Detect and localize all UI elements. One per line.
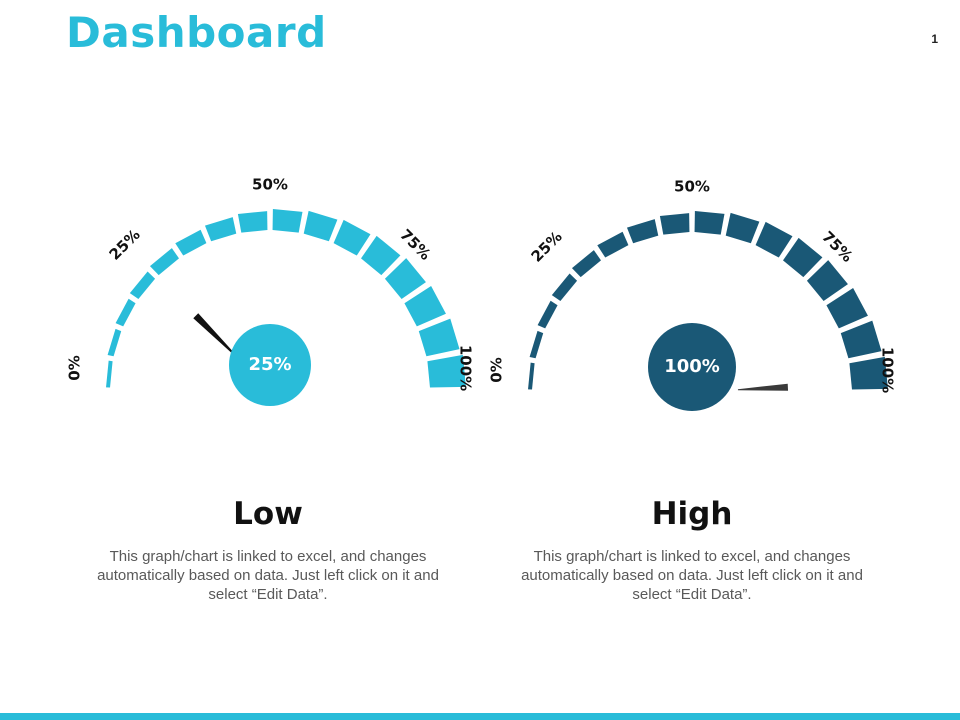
gauge-segment <box>106 360 113 388</box>
gauge-value-label: 25% <box>248 354 291 375</box>
gauge-segment <box>528 362 535 390</box>
gauge-tick-label: 25% <box>528 228 566 266</box>
gauge-tick-label: 100% <box>457 345 475 391</box>
gauge-segment <box>129 271 156 299</box>
gauge-segment <box>755 221 793 258</box>
gauge-segment <box>529 330 544 359</box>
gauge-needle <box>737 383 789 391</box>
gauge-tick-label: 100% <box>879 347 897 393</box>
gauge-value-label: 100% <box>664 356 720 377</box>
gauge-segment <box>783 237 823 278</box>
gauge-segment <box>427 354 466 388</box>
gauge-segment <box>626 219 659 244</box>
gauge-segment <box>115 298 136 327</box>
gauge-segment <box>418 318 460 357</box>
gauge-center-disc <box>229 324 311 406</box>
gauge-segment <box>694 210 725 235</box>
gauge-chart-high: 0% 25% 50% 75% 100% 100% <box>488 178 897 411</box>
gauge-segment <box>849 356 888 390</box>
gauge-tick-label: 0% <box>66 355 84 380</box>
gauge-segment <box>806 260 848 301</box>
gauge-tick-label: 50% <box>674 178 710 196</box>
gauge-segment <box>571 250 601 278</box>
page-title: Dashboard <box>66 8 327 57</box>
gauge-tick-label: 0% <box>488 357 506 382</box>
gauge-needle <box>193 313 240 360</box>
gauge-segment <box>404 286 446 327</box>
gauge-center-disc <box>648 323 736 411</box>
gauge-segment <box>551 273 578 301</box>
gauge-caption-high: High <box>651 496 733 532</box>
gauge-segment <box>659 213 690 235</box>
gauge-segment <box>149 248 179 276</box>
gauge-segment <box>272 208 303 233</box>
gauge-segment <box>725 212 760 244</box>
gauge-description-low: This graph/chart is linked to excel, and… <box>97 548 439 603</box>
gauge-segment <box>384 258 426 299</box>
page-number: 1 <box>931 32 938 46</box>
gauge-segment <box>840 320 882 359</box>
gauge-segment <box>204 217 237 242</box>
gauge-chart-low: 0%25%50%75%100%25% <box>66 176 475 406</box>
gauge-segment <box>303 210 338 242</box>
gauge-tick-label: 50% <box>252 176 288 194</box>
gauge-segment <box>333 219 371 256</box>
bottom-accent-bar <box>0 713 960 720</box>
gauge-segment <box>597 231 629 258</box>
gauge-segment <box>361 235 401 276</box>
gauge-segment <box>175 229 207 256</box>
gauge-segment <box>826 288 868 329</box>
gauge-segment <box>107 328 122 357</box>
gauge-caption-low: Low <box>233 496 303 532</box>
gauge-description-high: This graph/chart is linked to excel, and… <box>521 548 863 603</box>
gauge-tick-label: 75% <box>818 228 856 266</box>
gauge-segment <box>537 300 558 329</box>
gauge-segment <box>237 211 268 233</box>
